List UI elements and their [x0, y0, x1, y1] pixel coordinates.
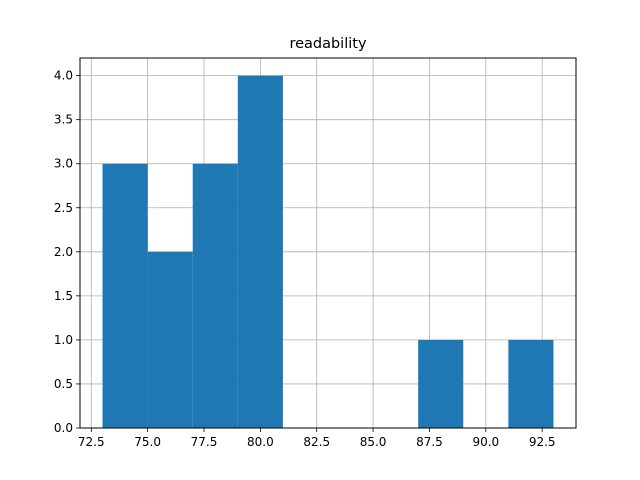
y-tick-label: 2.0 — [54, 245, 73, 259]
histogram-bar — [192, 163, 238, 428]
histogram-bar — [102, 163, 148, 428]
histogram-bar — [418, 339, 464, 428]
x-tick-label: 90.0 — [472, 435, 499, 449]
y-tick-label: 0.5 — [54, 377, 73, 391]
y-tick-label: 4.0 — [54, 69, 73, 83]
y-tick-label: 1.0 — [54, 333, 73, 347]
x-tick-label: 87.5 — [416, 435, 443, 449]
y-tick-label: 2.5 — [54, 201, 73, 215]
x-tick-label: 92.5 — [529, 435, 556, 449]
chart-title: readability — [289, 36, 367, 52]
x-tick-label: 72.5 — [78, 435, 105, 449]
histogram-bar — [508, 339, 554, 428]
y-tick-label: 3.0 — [54, 157, 73, 171]
x-tick-label: 82.5 — [303, 435, 330, 449]
histogram-bar — [147, 251, 193, 428]
y-axis-ticks: 0.0 0.5 1.0 1.5 2.0 2.5 3.0 3.5 4.0 — [54, 69, 80, 435]
plot-area-frame — [79, 57, 577, 429]
histogram-bars — [102, 75, 554, 428]
y-tick-label: 0.0 — [54, 421, 73, 435]
x-tick-label: 75.0 — [134, 435, 161, 449]
x-tick-label: 77.5 — [191, 435, 218, 449]
x-tick-label: 85.0 — [360, 435, 387, 449]
y-tick-label: 1.5 — [54, 289, 73, 303]
x-axis-ticks: 72.5 75.0 77.5 80.0 82.5 85.0 87.5 90.0 92.5 — [78, 428, 556, 449]
histogram-bar — [237, 75, 283, 428]
x-tick-label: 80.0 — [247, 435, 274, 449]
y-tick-label: 3.5 — [54, 113, 73, 127]
